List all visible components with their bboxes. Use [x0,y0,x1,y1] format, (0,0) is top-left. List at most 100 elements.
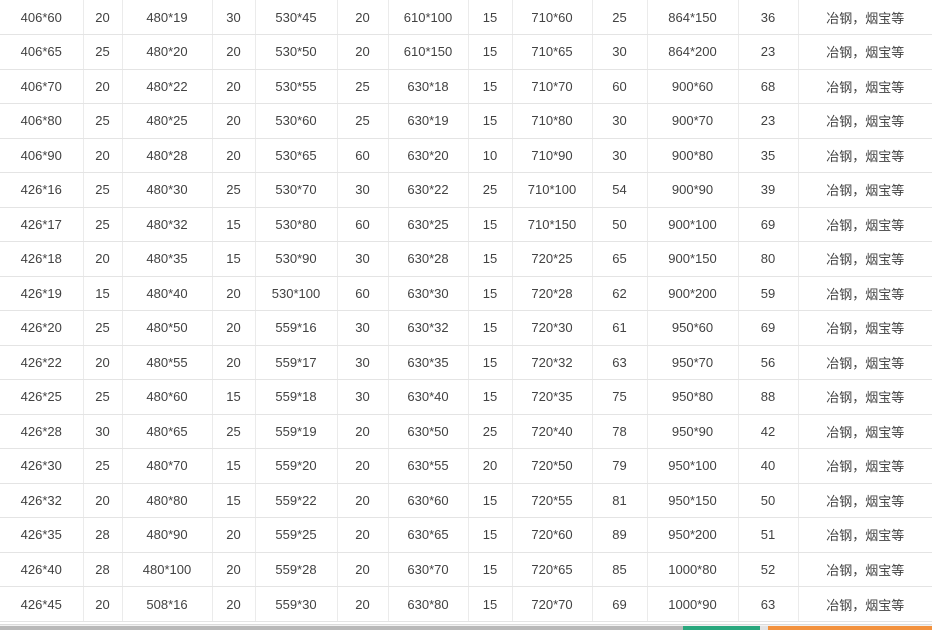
spec-cell: 630*32 [387,310,469,346]
qty-cell: 25 [82,310,123,346]
qty-cell: 20 [211,586,256,622]
spec-cell: 406*60 [0,0,84,36]
spec-cell: 480*80 [121,482,213,519]
spec-cell: 720*25 [511,241,593,277]
qty-cell: 15 [211,379,256,415]
qty-cell: 30 [336,379,389,415]
spec-cell: 480*90 [121,517,213,553]
spec-cell: 1000*80 [646,551,739,588]
qty-cell: 65 [591,241,648,277]
spec-cell: 480*55 [121,344,213,381]
qty-cell: 20 [336,482,389,519]
qty-cell: 60 [336,206,389,243]
spec-cell: 864*150 [646,0,739,36]
qty-cell: 20 [336,517,389,553]
spec-cell: 426*20 [0,310,84,346]
qty-cell: 25 [82,206,123,243]
spec-cell: 480*60 [121,379,213,415]
qty-cell: 25 [82,448,123,484]
spec-cell: 900*150 [646,241,739,277]
qty-cell: 63 [591,344,648,381]
qty-cell: 15 [467,344,513,381]
spec-cell: 530*90 [254,241,338,277]
spec-cell: 480*65 [121,413,213,450]
spec-cell: 559*18 [254,379,338,415]
qty-cell: 80 [737,241,799,277]
mills-cell: 冶钢，烟宝等 [797,68,932,105]
qty-cell: 15 [467,275,513,312]
qty-cell: 25 [211,413,256,450]
qty-cell: 59 [737,275,799,312]
mills-cell: 冶钢，烟宝等 [797,34,932,70]
bottom-bar-orange-segment [768,626,932,630]
spec-cell: 559*28 [254,551,338,588]
qty-cell: 25 [82,172,123,208]
qty-cell: 50 [737,482,799,519]
qty-cell: 40 [737,448,799,484]
qty-cell: 28 [82,551,123,588]
qty-cell: 10 [467,137,513,174]
table-row: 426*40 28 480*100 20 559*28 20 630*70 15 720*65 8… [0,551,932,588]
qty-cell: 75 [591,379,648,415]
qty-cell: 69 [737,206,799,243]
table-row: 426*25 25 480*60 15 559*18 30 630*40 15 720*35 75… [0,379,932,415]
bottom-bar-green-segment [683,626,760,630]
spec-cell: 559*22 [254,482,338,519]
mills-cell: 冶钢，烟宝等 [797,379,932,415]
table-row: 426*28 30 480*65 25 559*19 20 630*50 25 720*40 78… [0,413,932,450]
qty-cell: 63 [737,586,799,622]
spec-cell: 710*80 [511,103,593,139]
qty-cell: 20 [211,517,256,553]
qty-cell: 15 [467,103,513,139]
spec-cell: 630*50 [387,413,469,450]
spec-cell: 900*200 [646,275,739,312]
qty-cell: 15 [467,482,513,519]
spec-cell: 630*20 [387,137,469,174]
spec-cell: 480*20 [121,34,213,70]
qty-cell: 69 [591,586,648,622]
qty-cell: 88 [737,379,799,415]
spec-cell: 426*17 [0,206,84,243]
spec-cell: 406*70 [0,68,84,105]
table-row: 426*22 20 480*55 20 559*17 30 630*35 15 720*32 63… [0,344,932,381]
qty-cell: 30 [336,310,389,346]
spec-cell: 630*35 [387,344,469,381]
spec-cell: 610*150 [387,34,469,70]
spec-cell: 530*70 [254,172,338,208]
spec-cell: 864*200 [646,34,739,70]
table-row: 426*20 25 480*50 20 559*16 30 630*32 15 720*30 61… [0,310,932,346]
qty-cell: 20 [211,344,256,381]
qty-cell: 20 [82,586,123,622]
mills-cell: 冶钢，烟宝等 [797,517,932,553]
qty-cell: 15 [467,379,513,415]
spec-cell: 530*80 [254,206,338,243]
spec-cell: 426*45 [0,586,84,622]
spec-cell: 426*19 [0,275,84,312]
spec-cell: 720*40 [511,413,593,450]
spec-cell: 480*70 [121,448,213,484]
spec-cell: 426*18 [0,241,84,277]
spec-cell: 950*150 [646,482,739,519]
qty-cell: 15 [467,310,513,346]
qty-cell: 30 [591,137,648,174]
qty-cell: 20 [82,137,123,174]
table-row: 426*45 20 508*16 20 559*30 20 630*80 15 720*70 69… [0,586,932,622]
spec-cell: 630*28 [387,241,469,277]
qty-cell: 39 [737,172,799,208]
spec-cell: 559*30 [254,586,338,622]
qty-cell: 15 [211,482,256,519]
spec-cell: 406*90 [0,137,84,174]
spec-cell: 426*28 [0,413,84,450]
spec-cell: 630*19 [387,103,469,139]
table-row: 426*18 20 480*35 15 530*90 30 630*28 15 720*25 65… [0,241,932,277]
spec-cell: 530*45 [254,0,338,36]
mills-cell: 冶钢，烟宝等 [797,551,932,588]
qty-cell: 15 [211,206,256,243]
qty-cell: 81 [591,482,648,519]
qty-cell: 23 [737,103,799,139]
mills-cell: 冶钢，烟宝等 [797,586,932,622]
table-row: 406*60 20 480*19 30 530*45 20 610*100 15 710*60 2… [0,0,932,36]
qty-cell: 20 [211,551,256,588]
spec-cell: 630*55 [387,448,469,484]
